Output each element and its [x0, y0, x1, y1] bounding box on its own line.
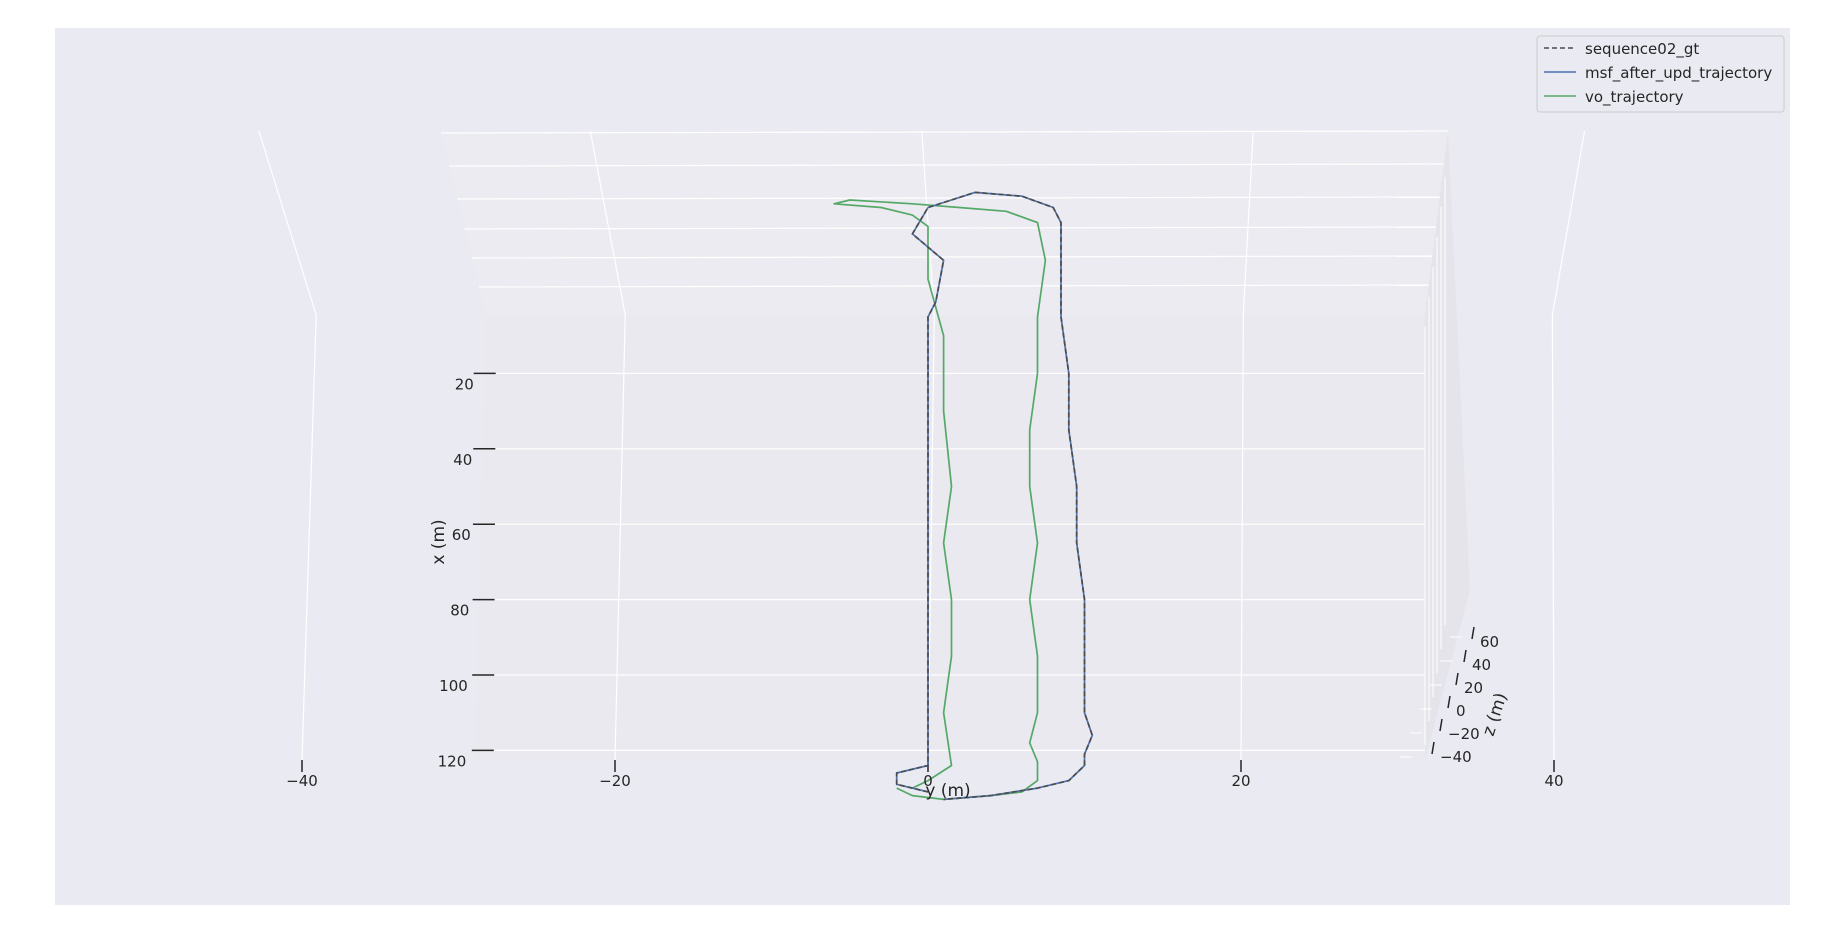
legend-label-vo: vo_trajectory	[1585, 88, 1684, 107]
series-line-sequence02_gt	[895, 191, 1094, 801]
grid-line-y	[1551, 314, 1555, 761]
x-tick-label: 20	[455, 375, 474, 393]
z-tick-label: −20	[1448, 725, 1480, 743]
trajectory-lines	[833, 191, 1094, 801]
y-tick-label: 20	[1231, 772, 1250, 790]
x-tick-label: 120	[438, 752, 467, 770]
grid-line-y-upper	[589, 130, 626, 316]
series-line-vo_trajectory	[833, 199, 1047, 801]
x-axis-label: x (m)	[429, 519, 449, 564]
z-tick-mark	[1431, 741, 1435, 755]
y-tick-label: −40	[286, 772, 318, 790]
z-tick-mark	[1439, 718, 1443, 732]
x-tick-label: 80	[450, 602, 469, 620]
grid-line-y-upper	[1551, 130, 1586, 316]
z-tick-mark	[1447, 695, 1451, 709]
grid-line-back	[464, 226, 1436, 230]
grid-line-y	[927, 314, 935, 761]
legend-box	[1536, 35, 1785, 113]
z-tick-mark	[1471, 626, 1475, 640]
x-tick-label: 60	[452, 526, 471, 544]
grid-line-y-upper	[1242, 130, 1254, 316]
x-tick-label: 100	[439, 677, 468, 695]
z-tick-label: −40	[1440, 748, 1472, 766]
y-axis-label: y (m)	[925, 781, 970, 801]
z-tick-label: 0	[1456, 702, 1466, 720]
grid-line-back	[479, 284, 1429, 288]
z-tick-label: 40	[1472, 656, 1491, 674]
grid-line-y	[614, 314, 626, 761]
axis-ticks	[301, 372, 1555, 772]
grid-line-back	[471, 255, 1433, 259]
grid-line-y	[1240, 314, 1244, 761]
grid-line-y-upper	[921, 130, 935, 316]
y-tick-label: −20	[599, 772, 631, 790]
z-tick-mark	[1455, 672, 1459, 686]
grid-line-back	[440, 130, 1449, 134]
floor-pane	[474, 315, 1425, 760]
z-tick-label: 20	[1464, 679, 1483, 697]
legend-label-gt: sequence02_gt	[1585, 40, 1699, 59]
back-top-pane	[441, 131, 1448, 315]
grid-line-y-upper	[258, 130, 317, 316]
x-tick-label: 40	[453, 451, 472, 469]
grid-line-y	[301, 314, 317, 761]
side-pane	[1425, 131, 1470, 760]
y-tick-label: 0	[923, 772, 933, 790]
z-tick-label: 60	[1480, 633, 1499, 651]
legend: sequence02_gt msf_after_upd_trajectory v…	[1536, 35, 1785, 113]
legend-label-msf: msf_after_upd_trajectory	[1585, 64, 1772, 83]
z-tick-mark	[1463, 649, 1467, 663]
grid-line-back	[457, 196, 1440, 200]
y-tick-label: 40	[1544, 772, 1563, 790]
grid-line-back	[449, 163, 1444, 167]
